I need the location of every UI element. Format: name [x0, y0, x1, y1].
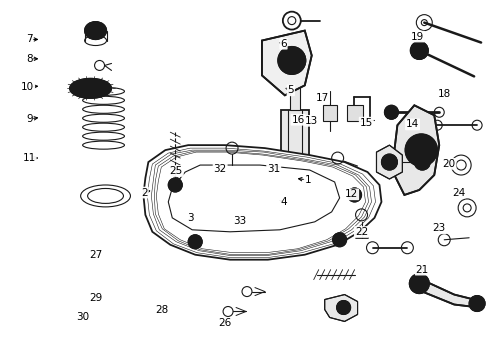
- Circle shape: [277, 46, 305, 75]
- Polygon shape: [262, 31, 311, 95]
- Polygon shape: [416, 278, 478, 307]
- Text: 10: 10: [21, 82, 34, 92]
- Text: 12: 12: [345, 189, 358, 199]
- Bar: [346, 105, 362, 121]
- Text: 16: 16: [291, 115, 304, 125]
- Ellipse shape: [69, 78, 111, 98]
- Text: 25: 25: [169, 166, 183, 176]
- Text: 26: 26: [218, 319, 231, 328]
- Text: 3: 3: [187, 213, 194, 222]
- Circle shape: [347, 188, 361, 202]
- Polygon shape: [394, 105, 438, 195]
- Circle shape: [405, 134, 436, 166]
- Circle shape: [188, 235, 202, 249]
- Text: 4: 4: [280, 197, 286, 207]
- Text: 28: 28: [155, 305, 168, 315]
- Circle shape: [168, 178, 182, 192]
- Polygon shape: [376, 145, 402, 179]
- Bar: [289, 60, 299, 110]
- Text: 17: 17: [315, 93, 328, 103]
- Circle shape: [381, 154, 397, 170]
- Circle shape: [384, 105, 398, 119]
- Polygon shape: [324, 294, 357, 321]
- Polygon shape: [143, 145, 381, 260]
- Text: 14: 14: [405, 120, 418, 129]
- Text: 27: 27: [89, 250, 102, 260]
- Ellipse shape: [286, 200, 302, 210]
- Text: 1: 1: [304, 175, 310, 185]
- Text: 33: 33: [232, 216, 246, 226]
- Text: 20: 20: [442, 159, 455, 169]
- Text: 13: 13: [305, 116, 318, 126]
- Text: 21: 21: [415, 265, 428, 275]
- Circle shape: [332, 233, 346, 247]
- Text: 24: 24: [451, 188, 465, 198]
- Text: 5: 5: [287, 85, 293, 95]
- Bar: [280, 110, 308, 205]
- Circle shape: [336, 301, 350, 315]
- Text: 31: 31: [266, 164, 280, 174]
- Ellipse shape: [84, 22, 106, 40]
- Text: 15: 15: [359, 118, 372, 128]
- Text: 23: 23: [432, 224, 445, 233]
- Text: 11: 11: [22, 153, 36, 163]
- Bar: [322, 105, 336, 121]
- Text: 30: 30: [76, 312, 89, 322]
- Text: 19: 19: [410, 32, 423, 41]
- Text: 22: 22: [354, 227, 367, 237]
- Text: 6: 6: [280, 39, 286, 49]
- Circle shape: [409, 41, 427, 59]
- Circle shape: [408, 274, 428, 293]
- Text: 9: 9: [26, 114, 32, 124]
- Circle shape: [413, 154, 429, 170]
- Polygon shape: [168, 165, 339, 232]
- Ellipse shape: [302, 190, 314, 199]
- Text: 2: 2: [141, 188, 148, 198]
- Ellipse shape: [271, 192, 285, 202]
- Text: 32: 32: [213, 164, 226, 174]
- Text: 8: 8: [26, 54, 32, 64]
- Circle shape: [468, 296, 484, 311]
- Text: 18: 18: [437, 89, 450, 99]
- Text: 29: 29: [89, 293, 102, 303]
- Text: 7: 7: [26, 35, 32, 44]
